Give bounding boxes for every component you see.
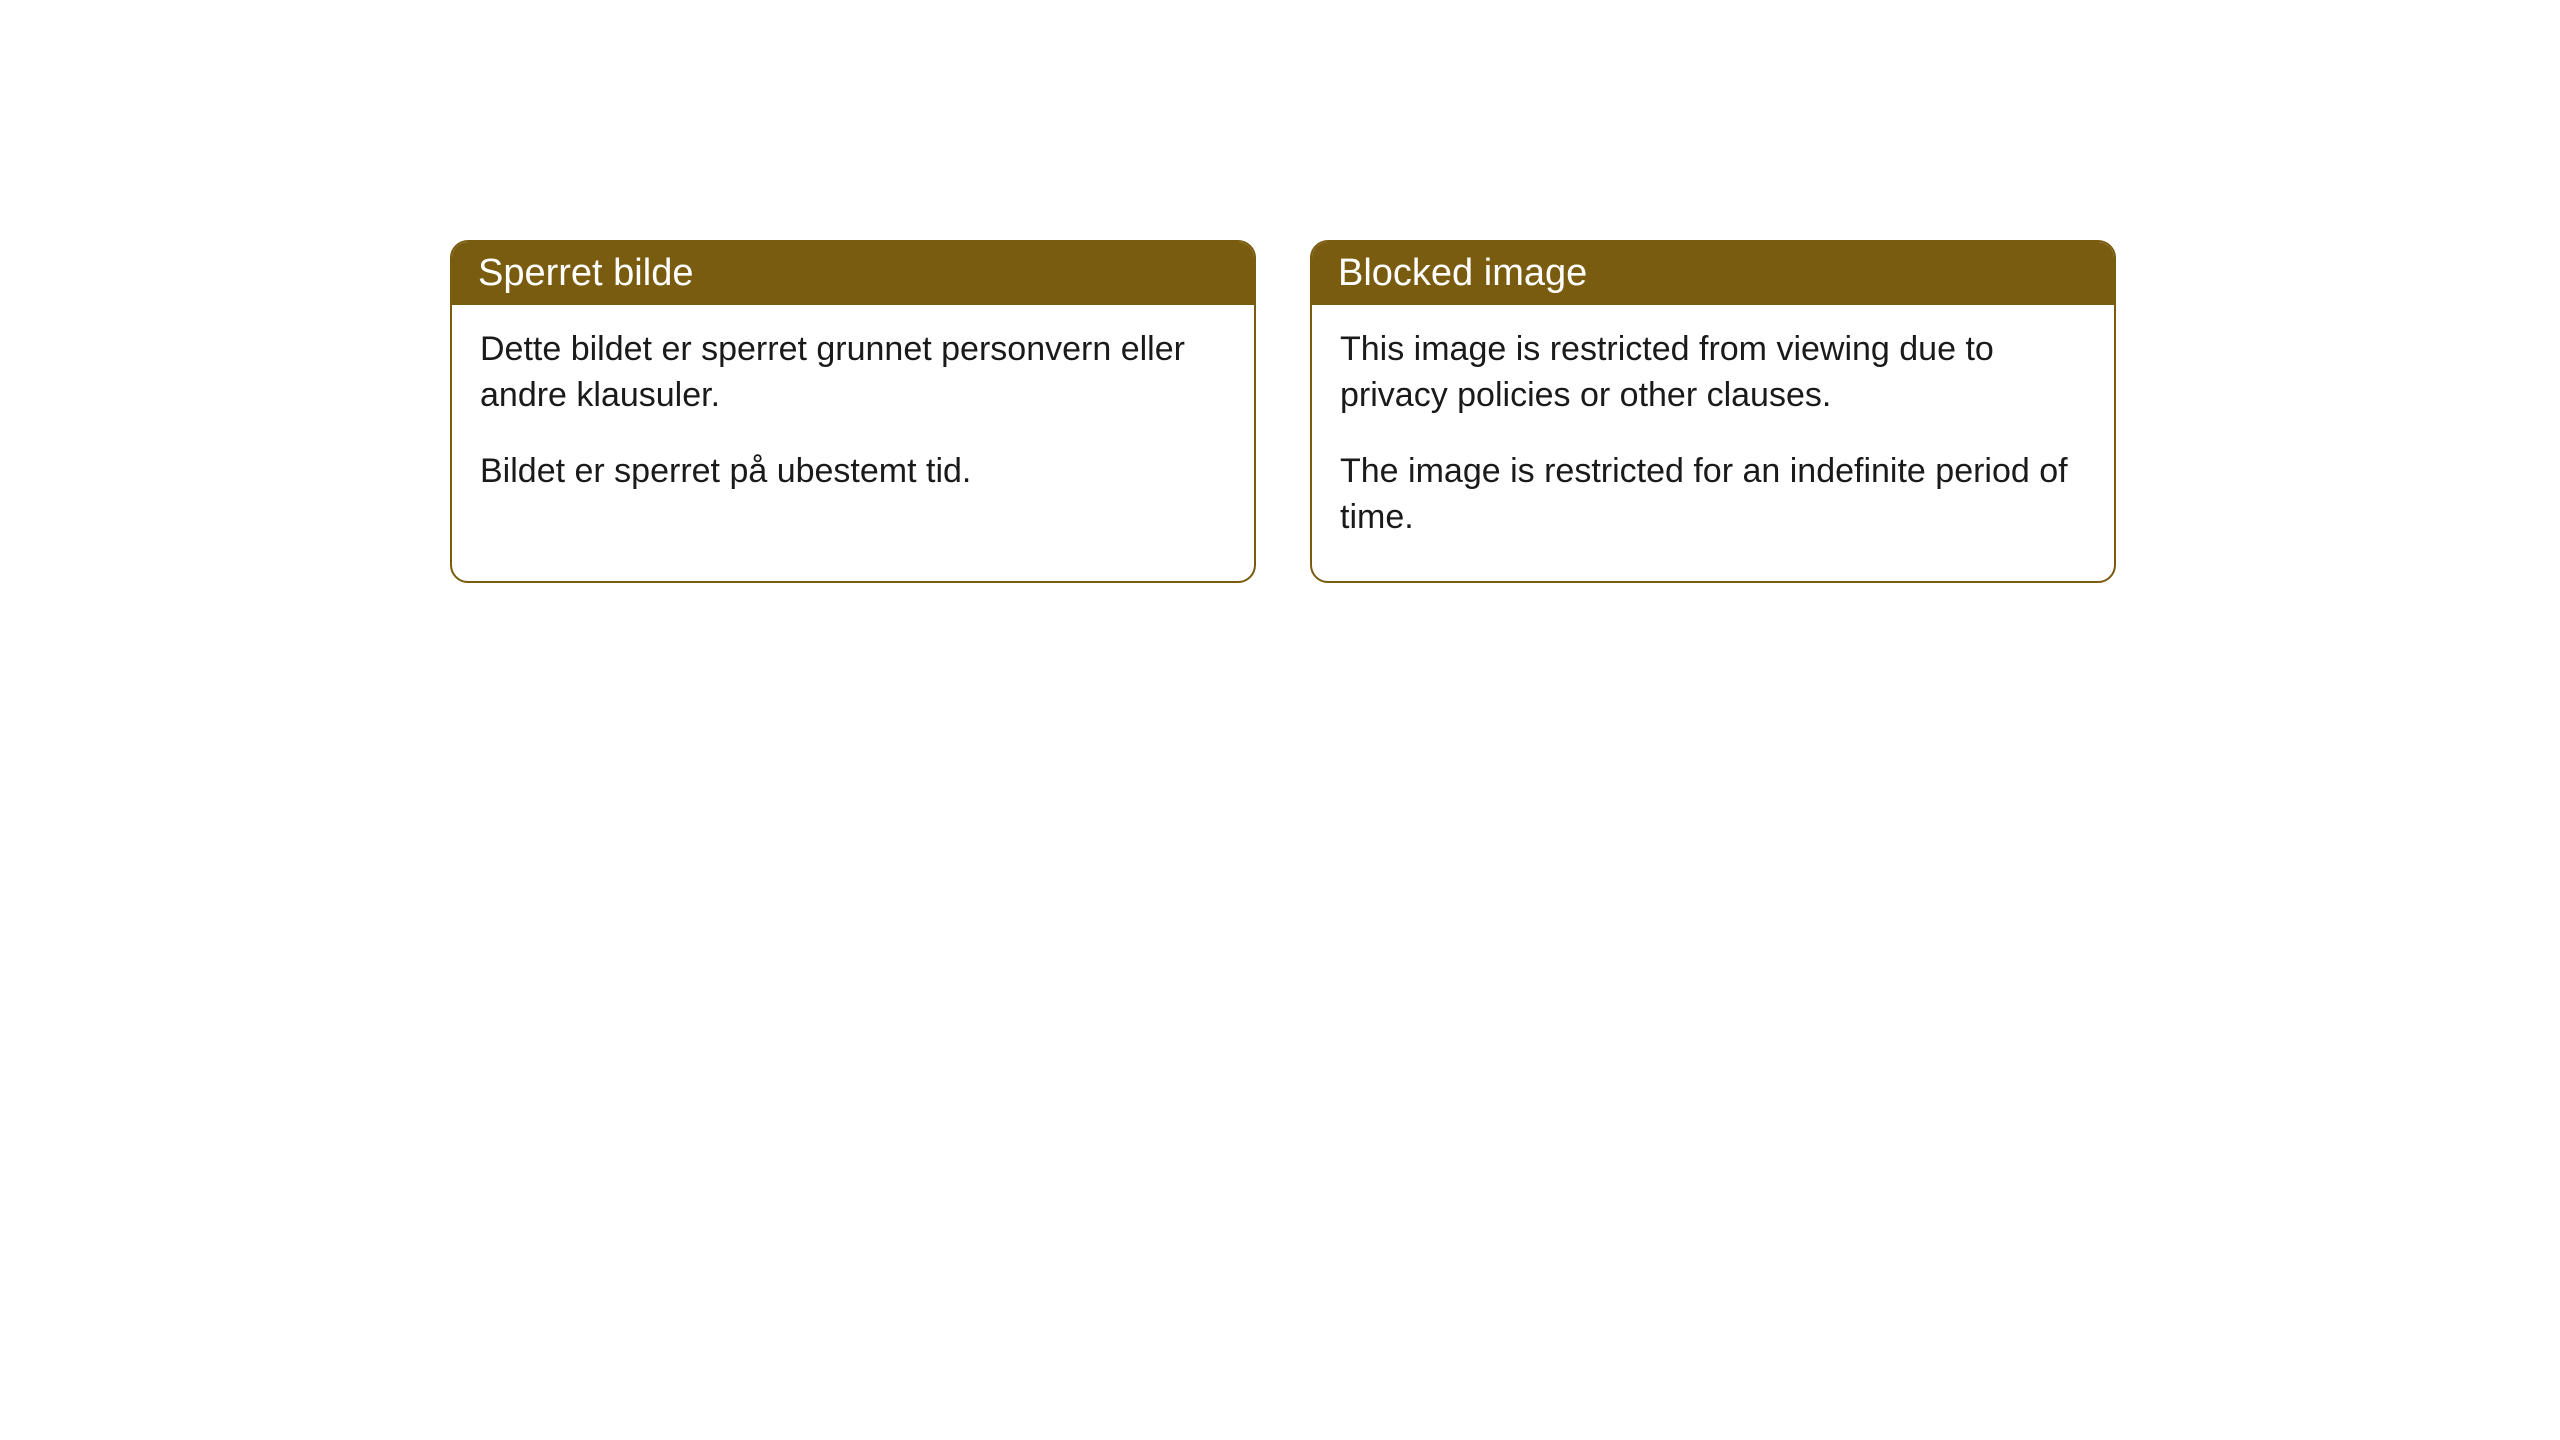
notice-cards-container: Sperret bilde Dette bildet er sperret gr… bbox=[0, 0, 2560, 583]
card-paragraph: This image is restricted from viewing du… bbox=[1340, 327, 2086, 419]
card-paragraph: The image is restricted for an indefinit… bbox=[1340, 449, 2086, 541]
card-body: This image is restricted from viewing du… bbox=[1312, 305, 2114, 581]
card-header: Sperret bilde bbox=[452, 242, 1254, 305]
card-title: Sperret bilde bbox=[478, 252, 693, 294]
card-paragraph: Dette bildet er sperret grunnet personve… bbox=[480, 327, 1226, 419]
card-header: Blocked image bbox=[1312, 242, 2114, 305]
card-title: Blocked image bbox=[1338, 252, 1587, 294]
card-paragraph: Bildet er sperret på ubestemt tid. bbox=[480, 449, 1226, 495]
blocked-image-card-english: Blocked image This image is restricted f… bbox=[1310, 240, 2116, 583]
blocked-image-card-norwegian: Sperret bilde Dette bildet er sperret gr… bbox=[450, 240, 1256, 583]
card-body: Dette bildet er sperret grunnet personve… bbox=[452, 305, 1254, 535]
